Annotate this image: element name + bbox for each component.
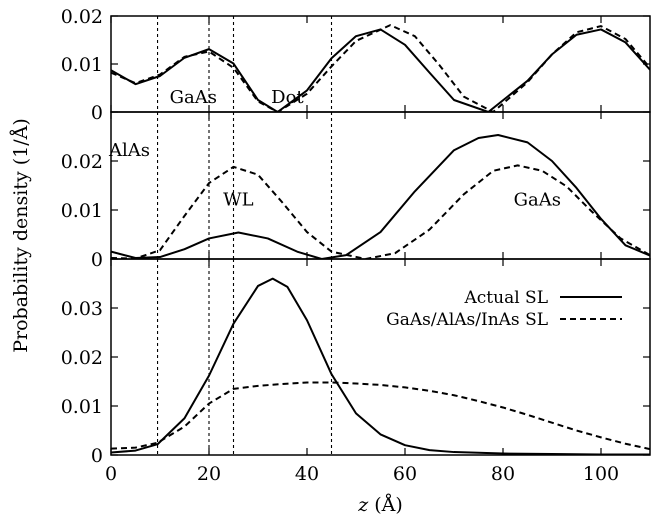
tick-layer	[110, 15, 650, 456]
y-tick-label-middle-1: 0.01	[61, 200, 103, 222]
x-tick-label-0: 0	[105, 463, 117, 485]
panel-middle-background	[111, 112, 650, 259]
y-tick-label-middle-2: 0	[91, 249, 103, 271]
y-tick-label-middle-0: 0.02	[61, 151, 103, 173]
panel-bottom-background	[111, 259, 650, 455]
y-tick-label-top-1: 0.01	[61, 54, 103, 76]
y-tick-label-bottom-1: 0.02	[61, 347, 103, 369]
region-label-gaas-4: GaAs	[514, 190, 561, 211]
x-tick-label-1: 20	[197, 463, 221, 485]
x-tick-label-3: 60	[393, 463, 417, 485]
region-label-gaas-1: GaAs	[170, 87, 217, 108]
region-label-alas-0: AlAs	[108, 140, 150, 161]
legend-label-gaas-alas-inas-sl: GaAs/AlAs/InAs SL	[386, 310, 548, 330]
x-tick-label-2: 40	[295, 463, 319, 485]
y-axis-label: Probability density (1/Å)	[10, 118, 32, 353]
y-tick-label-bottom-0: 0.03	[61, 298, 103, 320]
region-label-wl-3: WL	[223, 190, 254, 211]
x-tick-label-4: 80	[491, 463, 515, 485]
panel-top-background	[111, 16, 650, 112]
series-line-bottom-gaas-alas-inas-sl	[111, 381, 650, 451]
series-line-bottom-actual-sl	[111, 277, 650, 455]
x-axis-label: z (Å)	[357, 494, 403, 516]
series-layer	[111, 24, 650, 455]
y-tick-label-bottom-3: 0	[91, 445, 103, 467]
legend-label-actual-sl: Actual SL	[464, 288, 549, 308]
x-tick-label-5: 100	[583, 463, 619, 485]
series-line-middle-actual-sl	[111, 134, 650, 259]
y-tick-label-bottom-2: 0.01	[61, 396, 103, 418]
y-tick-label-top-0: 0.02	[61, 6, 103, 28]
background-layer	[111, 16, 650, 455]
y-tick-label-top-2: 0	[91, 102, 103, 124]
series-line-top-gaas-alas-inas-sl	[111, 24, 650, 112]
region-label-dot-2: Dot	[271, 87, 304, 108]
